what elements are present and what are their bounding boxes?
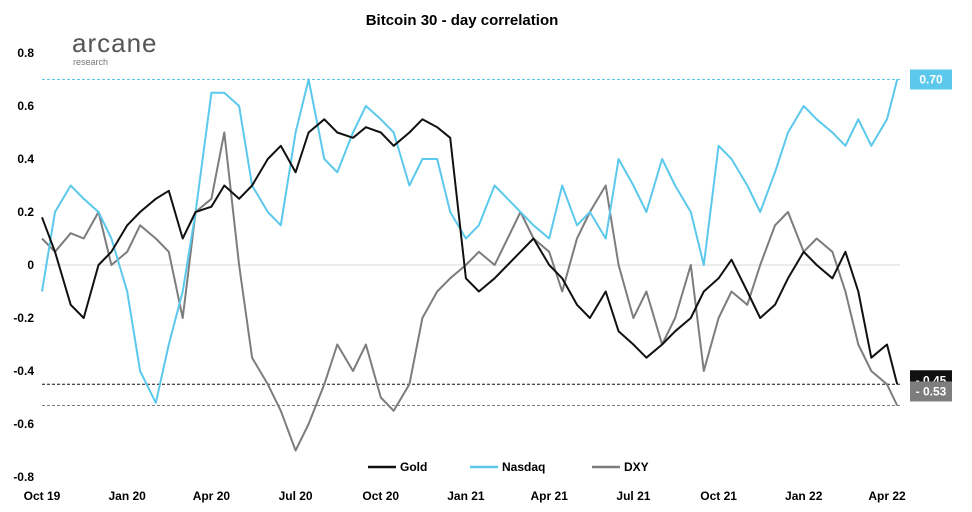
y-tick-label: -0.4: [13, 364, 34, 378]
x-tick-label: Oct 20: [362, 489, 399, 503]
badge-box: [910, 381, 952, 402]
legend-item-gold: Gold: [368, 460, 427, 474]
chart-legend: Gold Nasdaq DXY: [368, 460, 649, 474]
x-tick-label: Jan 20: [108, 489, 146, 503]
y-tick-label: -0.2: [13, 311, 34, 325]
y-tick-label: 0.4: [17, 152, 34, 166]
x-tick-label: Apr 20: [193, 489, 231, 503]
reference-lines: [42, 79, 900, 406]
series-lines: [41, 78, 899, 452]
legend-label: Nasdaq: [502, 460, 545, 474]
chart-title: Bitcoin 30 - day correlation: [366, 12, 559, 29]
x-axis-ticks: Oct 19 Jan 20 Apr 20 Jul 20 Oct 20 Jan 21 Apr …: [24, 489, 906, 503]
brand-sub: research: [73, 57, 108, 67]
legend-item-dxy: DXY: [592, 460, 649, 474]
x-tick-label: Jan 21: [447, 489, 485, 503]
y-tick-label: 0.6: [17, 99, 34, 113]
legend-label: Gold: [400, 460, 427, 474]
legend-label: DXY: [624, 460, 649, 474]
y-tick-label: -0.6: [13, 417, 34, 431]
x-tick-label: Jul 21: [616, 489, 650, 503]
x-tick-label: Jul 20: [279, 489, 313, 503]
badge-nasdaq: 0.70: [910, 69, 952, 90]
legend-item-nasdaq: Nasdaq: [470, 460, 545, 474]
x-tick-label: Apr 22: [868, 489, 906, 503]
badge-label: 0.70: [919, 73, 943, 87]
series-line-gold: [41, 118, 899, 385]
y-tick-label: 0.2: [17, 205, 34, 219]
badge-dxy: - 0.53: [910, 381, 952, 402]
series-line-dxy: [41, 131, 899, 452]
x-tick-label: Apr 21: [531, 489, 569, 503]
brand-name: arcane: [72, 28, 158, 58]
y-tick-label: 0.8: [17, 46, 34, 60]
series-line-nasdaq: [41, 78, 899, 404]
y-tick-label: 0: [27, 258, 34, 272]
badge-label: - 0.53: [916, 384, 947, 398]
x-tick-label: Oct 21: [700, 489, 737, 503]
y-axis-ticks: 0.8 0.6 0.4 0.2 0 -0.2 -0.4 -0.6 -0.8: [13, 46, 34, 484]
value-badges: 0.70- 0.45- 0.53: [910, 69, 952, 402]
y-tick-label: -0.8: [13, 470, 34, 484]
arcane-logo: arcane research: [72, 28, 158, 67]
x-tick-label: Oct 19: [24, 489, 61, 503]
badge-box: [910, 69, 952, 90]
x-tick-label: Jan 22: [785, 489, 823, 503]
